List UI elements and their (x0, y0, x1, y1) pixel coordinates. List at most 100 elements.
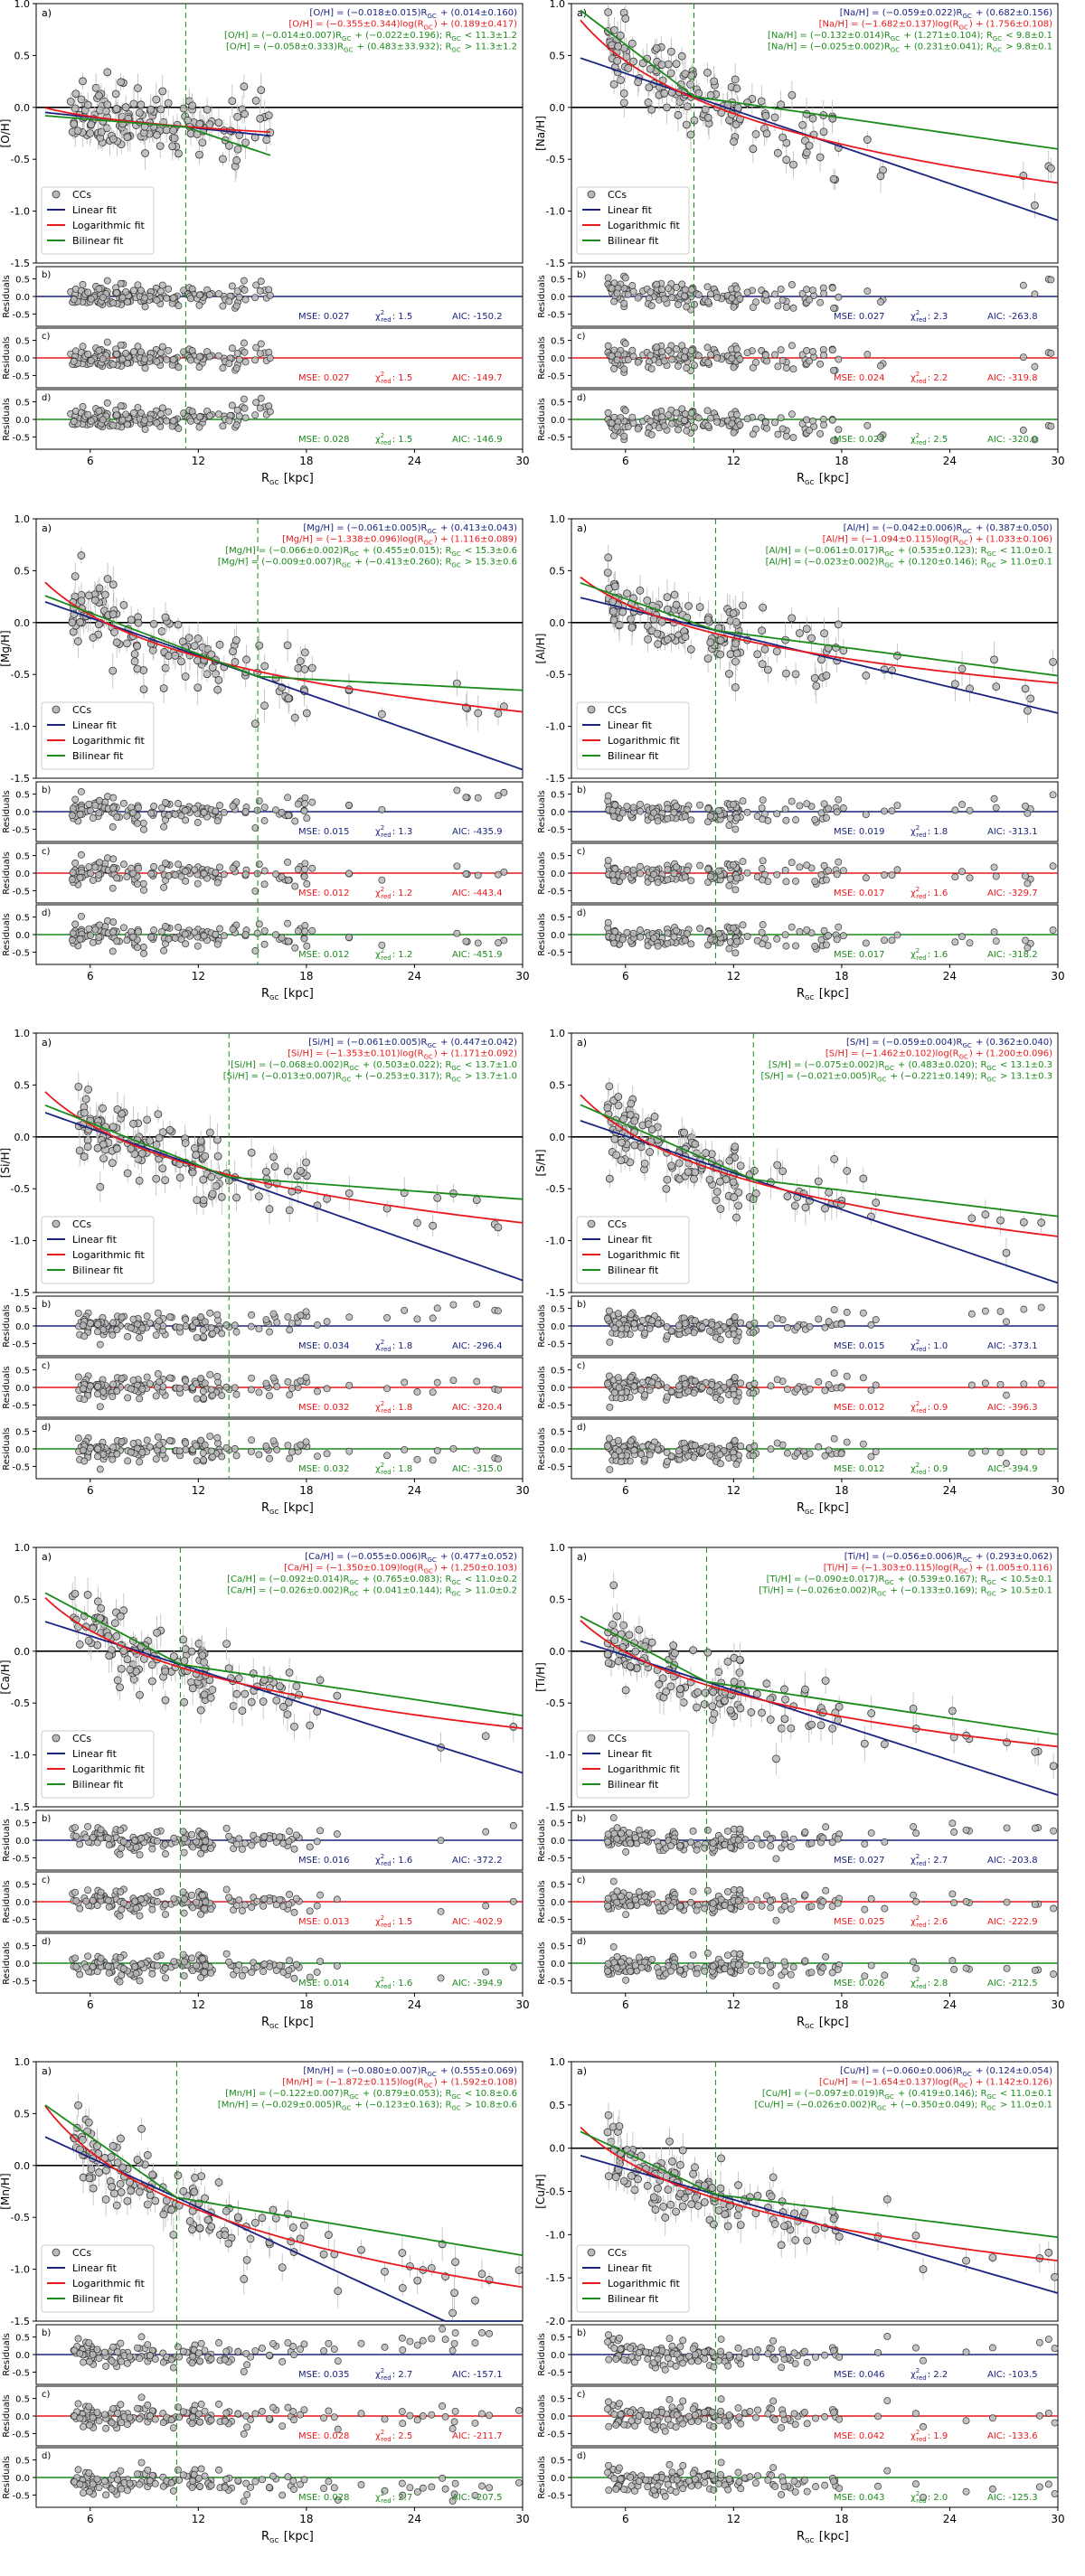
residual-point (87, 417, 95, 425)
residual-point (308, 926, 316, 935)
residual-point (837, 1321, 845, 1329)
residual-point (136, 1395, 144, 1403)
equation-log: [Na/H] = (−1.682±0.137)log(RGC ) + (1.75… (819, 20, 1052, 32)
data-point (798, 120, 807, 129)
residuals-axis-label: Residuals (537, 336, 547, 379)
data-point (344, 1189, 354, 1198)
residual-point (214, 410, 222, 418)
residual-point (302, 1438, 310, 1446)
data-point (605, 1082, 614, 1091)
residual-point (143, 1312, 151, 1321)
data-point (981, 1210, 990, 1219)
residual-point (129, 1315, 137, 1323)
chi2-value: χ2 red : 1.6 (910, 947, 948, 962)
data-point (691, 1168, 700, 1177)
residual-point (103, 277, 111, 285)
data-point (285, 1206, 294, 1215)
residual-point (673, 926, 680, 935)
residual-point (96, 1340, 104, 1349)
residuals-axis-label: Residuals (537, 913, 547, 955)
residual-point (773, 1376, 781, 1384)
residual-point (634, 425, 642, 433)
y-tick-label: 0.0 (14, 1132, 31, 1143)
residual-point (138, 1385, 146, 1393)
residual-point (205, 353, 213, 361)
residual-point (733, 937, 741, 945)
residual-point (94, 1390, 101, 1398)
residual-point (323, 1385, 331, 1393)
residual-point (733, 874, 741, 882)
data-point (634, 78, 643, 87)
bilinear-fit-line (580, 9, 1059, 150)
residual-point (761, 291, 769, 299)
residual-point (143, 1436, 151, 1444)
residual-point (610, 364, 618, 372)
residuals-axis-label: Residuals (2, 913, 12, 955)
residual-point (193, 942, 202, 950)
residual-point (85, 863, 93, 870)
residual-point (474, 794, 482, 802)
residual-point (749, 430, 757, 438)
residual-point (863, 421, 872, 429)
residual-point (736, 355, 744, 363)
residual-point (200, 870, 208, 878)
residual-point (260, 940, 269, 948)
residual-point (604, 342, 612, 350)
residual-point (165, 1437, 174, 1444)
residual-point (127, 1448, 135, 1456)
residual-point (681, 286, 689, 294)
data-point (134, 618, 143, 627)
residual-point (736, 420, 744, 428)
data-point (772, 647, 781, 656)
data-point (80, 1152, 89, 1161)
data-point (732, 649, 741, 658)
data-point (662, 1184, 671, 1193)
residual-point (650, 934, 657, 942)
residual-point (778, 357, 787, 365)
residual-point (300, 935, 308, 943)
residual-point (743, 415, 751, 423)
y-tick-label: -0.5 (547, 1462, 565, 1472)
residual-point (862, 811, 870, 819)
residual-point (301, 800, 308, 808)
residual-point (109, 361, 118, 369)
residual-point (803, 416, 811, 424)
residual-point (171, 871, 179, 879)
data-point (715, 1177, 724, 1186)
residual-point (730, 860, 738, 869)
x-tick-label: 18 (299, 455, 313, 467)
residual-point (228, 282, 236, 290)
residual-point (70, 357, 78, 365)
residual-point (96, 921, 103, 929)
residual-point (668, 294, 676, 302)
residual-point (664, 866, 672, 874)
data-point (716, 1205, 725, 1213)
subpanel-tag: b) (42, 270, 51, 280)
residual-point (257, 277, 265, 286)
residual-point (862, 874, 870, 882)
residual-point (401, 1445, 409, 1453)
residuals-axis-label: Residuals (2, 1366, 12, 1408)
residual-point (730, 303, 738, 311)
y-tick-label: 0.0 (551, 870, 565, 879)
residual-point (637, 933, 645, 941)
data-point (133, 664, 142, 673)
residual-point (872, 1316, 880, 1324)
residual-point (301, 927, 308, 935)
residual-point (788, 923, 796, 931)
residual-point (122, 287, 130, 296)
aic-value: AIC: -146.9 (452, 435, 503, 445)
residual-point (821, 1323, 829, 1331)
residual-point (728, 419, 736, 428)
residual-point (260, 817, 269, 824)
data-point (629, 57, 637, 66)
residual-point (231, 1321, 239, 1330)
data-point (242, 655, 250, 664)
residual-point (835, 426, 843, 434)
residual-point (833, 935, 841, 944)
residual-point (792, 877, 800, 885)
residual-point (453, 862, 461, 870)
data-point (682, 120, 691, 129)
data-point (413, 1218, 421, 1227)
